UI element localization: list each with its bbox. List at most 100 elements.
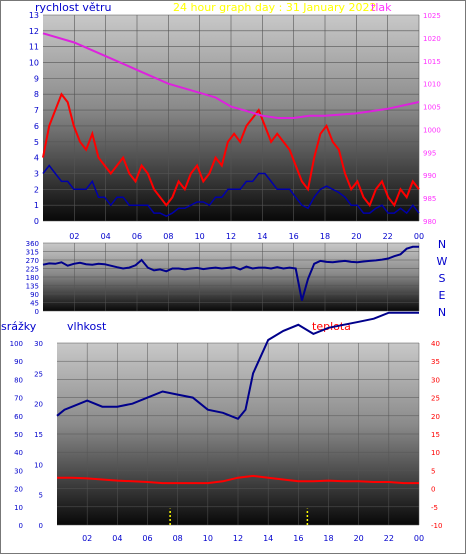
time-tick-label: 00 [414, 534, 424, 543]
compass-label: S [439, 272, 446, 285]
humidity-temperature-time-axis: 02 04 06 08 10 12 14 16 18 20 22 00 [82, 534, 424, 543]
pressure-tick-label: 985 [423, 195, 436, 203]
humidity-tick-label: 25 [34, 370, 43, 378]
direction-tick-label: 180 [26, 274, 39, 282]
temperature-tick-label: -10 [431, 522, 442, 530]
wind-speed-tick-label: 9 [34, 74, 39, 83]
direction-tick-label: 270 [26, 257, 39, 265]
humidity-tick-label: 0 [39, 522, 43, 530]
rain-tick-label: 20 [14, 486, 23, 494]
direction-tick-label: 135 [26, 283, 39, 291]
pressure-tick-label: 1005 [423, 104, 441, 112]
direction-tick-label: 90 [30, 291, 39, 299]
time-tick-label: 18 [323, 534, 333, 543]
wind-speed-tick-label: 13 [29, 11, 39, 20]
wind-speed-tick-label: 4 [34, 154, 39, 163]
wind-speed-tick-label: 5 [34, 138, 39, 147]
time-tick-label: 12 [226, 232, 236, 241]
time-tick-label: 04 [112, 534, 122, 543]
temperature-tick-label: 10 [431, 449, 440, 457]
direction-tick-label: 315 [26, 249, 39, 257]
temperature-tick-label: -5 [431, 504, 438, 512]
rain-tick-label: 50 [14, 431, 23, 439]
temperature-tick-label: 40 [431, 340, 440, 348]
time-tick-label: 22 [383, 232, 393, 241]
wind-direction-series [42, 245, 419, 301]
direction-tick-label: 225 [26, 266, 39, 274]
direction-tick-label: 45 [30, 300, 39, 308]
temperature-tick-label: 15 [431, 431, 440, 439]
pressure-tick-label: 1025 [423, 12, 441, 20]
time-tick-label: 18 [320, 232, 330, 241]
wind-pressure-time-axis: 02 04 06 08 10 12 14 16 18 20 22 00 [69, 232, 424, 241]
pressure-tick-label: 1020 [423, 35, 441, 43]
wind-speed-tick-label: 8 [34, 90, 39, 99]
time-tick-label: 16 [289, 232, 299, 241]
time-tick-label: 06 [132, 232, 142, 241]
wind-speed-tick-label: 12 [29, 27, 39, 36]
humidity-tick-label: 15 [34, 431, 43, 439]
pressure-tick-label: 1010 [423, 81, 441, 89]
time-tick-label: 08 [163, 232, 173, 241]
time-tick-label: 00 [414, 232, 424, 241]
compass-label: N [438, 238, 446, 251]
rain-tick-label: 100 [10, 340, 23, 348]
humidity-tick-label: 30 [34, 340, 43, 348]
rain-tick-label: 60 [14, 413, 23, 421]
time-tick-label: 12 [233, 534, 243, 543]
rain-tick-label: 80 [14, 376, 23, 384]
wind-gust-series [42, 92, 420, 208]
temperature-tick-label: 0 [431, 486, 435, 494]
time-tick-label: 20 [354, 534, 364, 543]
graph-title: 24 hour graph day : 31 January 2022 [173, 1, 377, 14]
rain-tick-label: 0 [19, 522, 23, 530]
rain-tick-label: 30 [14, 467, 23, 475]
direction-tick-label: 0 [35, 308, 39, 316]
rain-tick-label: 90 [14, 358, 23, 366]
humidity-axis: 0 5 10 15 20 25 30 [34, 340, 43, 530]
rain-axis: 0 10 20 30 40 50 60 70 80 90 100 [10, 340, 23, 530]
time-tick-label: 14 [257, 232, 267, 241]
compass-label: E [439, 289, 446, 302]
pressure-axis: 980 985 990 995 1000 1005 1010 1015 1020 1025 [423, 12, 441, 226]
humidity-temperature-grid [57, 342, 420, 526]
temperature-tick-label: 25 [431, 395, 440, 403]
humidity-label: vlhkost [67, 320, 107, 333]
humidity-tick-label: 5 [39, 492, 43, 500]
time-tick-label: 22 [384, 534, 394, 543]
pressure-tick-label: 1000 [423, 126, 441, 134]
temperature-tick-label: 20 [431, 413, 440, 421]
time-tick-label: 06 [142, 534, 152, 543]
time-tick-label: 02 [69, 232, 79, 241]
temperature-tick-label: 35 [431, 358, 440, 366]
wind-speed-tick-label: 7 [34, 106, 39, 115]
wind-speed-tick-label: 3 [34, 169, 39, 178]
wind-speed-tick-label: 2 [34, 185, 39, 194]
wind-direction-grid [43, 242, 420, 312]
rain-tick-label: 40 [14, 449, 23, 457]
rain-tick-label: 10 [14, 504, 23, 512]
time-tick-label: 02 [82, 534, 92, 543]
direction-tick-label: 360 [26, 240, 39, 248]
compass-label: N [438, 306, 446, 319]
time-tick-label: 16 [293, 534, 303, 543]
compass-label: W [437, 255, 448, 268]
pressure-tick-label: 995 [423, 149, 436, 157]
pressure-tick-label: 1015 [423, 58, 441, 66]
wind-average-series [42, 164, 420, 218]
temperature-series [57, 474, 419, 485]
pressure-tick-label: 990 [423, 172, 436, 180]
humidity-tick-label: 20 [34, 401, 43, 409]
wind-speed-tick-label: 0 [34, 217, 39, 226]
rain-label: srážky [1, 320, 37, 333]
time-tick-label: 10 [203, 534, 213, 543]
temperature-tick-label: 30 [431, 376, 440, 384]
humidity-series [56, 311, 419, 420]
temperature-axis: -10 -5 0 5 10 15 20 25 30 35 40 [431, 340, 442, 530]
time-tick-label: 14 [263, 534, 273, 543]
